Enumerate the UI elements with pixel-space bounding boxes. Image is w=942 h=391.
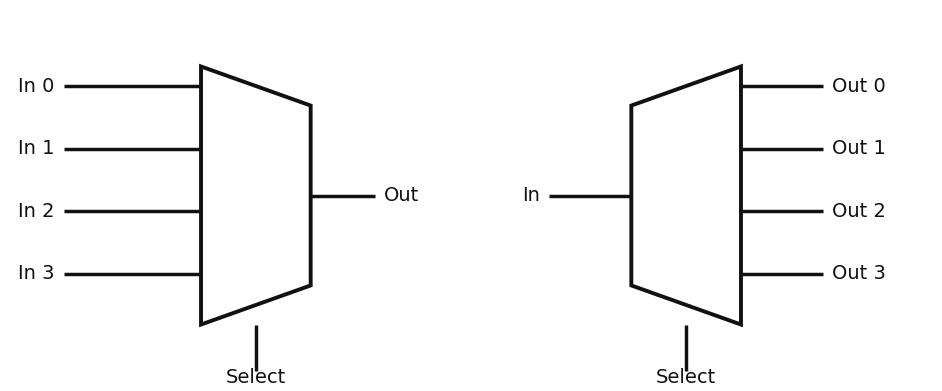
Polygon shape — [201, 66, 311, 325]
Text: Out 0: Out 0 — [833, 77, 886, 95]
Text: Select: Select — [656, 368, 716, 387]
Text: In 0: In 0 — [19, 77, 55, 95]
Text: Out 3: Out 3 — [833, 264, 886, 283]
Text: In 2: In 2 — [18, 202, 55, 221]
Text: Out: Out — [383, 186, 419, 205]
Text: Out 1: Out 1 — [833, 139, 886, 158]
Polygon shape — [631, 66, 741, 325]
Text: Out 2: Out 2 — [833, 202, 886, 221]
Text: In 3: In 3 — [18, 264, 55, 283]
Text: In: In — [522, 186, 540, 205]
Text: In 1: In 1 — [18, 139, 55, 158]
Text: Select: Select — [226, 368, 286, 387]
